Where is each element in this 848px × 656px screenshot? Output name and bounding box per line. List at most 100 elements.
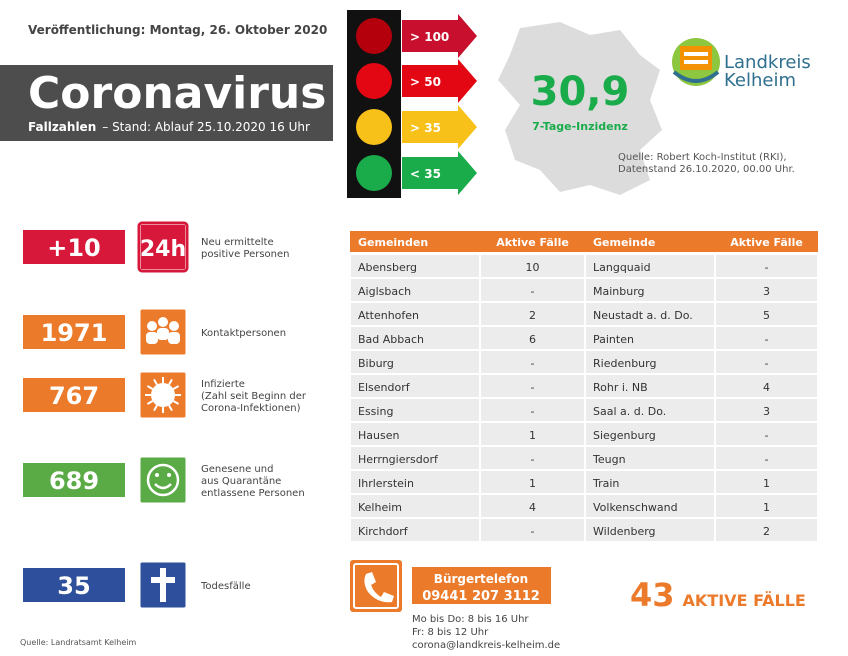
table-cell: 1: [763, 501, 770, 514]
cross: [160, 568, 166, 602]
table-cell: Kelheim: [358, 501, 402, 514]
table-cell-bg: [351, 495, 479, 517]
lamp: [356, 18, 392, 54]
table-cell: Rohr i. NB: [593, 381, 648, 394]
total-value: 43: [630, 576, 675, 614]
table-cell-bg: [586, 495, 714, 517]
table-cell-bg: [351, 279, 479, 301]
virus: [151, 383, 175, 407]
table-cell: 1: [529, 477, 536, 490]
stat-label: Kontaktpersonen: [201, 328, 286, 339]
table-cell-bg: [586, 327, 714, 349]
cross: [151, 577, 175, 583]
phone-box: [412, 567, 551, 604]
person: [169, 321, 179, 331]
lamp: [356, 109, 392, 145]
virus-spike: [146, 385, 154, 390]
table-cell-bg: [481, 447, 584, 469]
table-cell: Langquaid: [593, 261, 651, 274]
stat-value: +10: [47, 234, 101, 262]
stat-box: [23, 315, 125, 349]
virus-spike: [146, 400, 154, 405]
source-rki: Quelle: Robert Koch-Institut (RKI),: [618, 152, 787, 163]
table-cell: Essing: [358, 405, 393, 418]
incidence-value: 30,9: [531, 69, 630, 115]
stat-label: Todesfälle: [200, 581, 251, 592]
stat-label: Neu ermittelte: [201, 237, 274, 248]
table-cell: -: [531, 357, 535, 370]
table-cell: -: [765, 333, 769, 346]
table-cell: 2: [529, 309, 536, 322]
table-cell: Aiglsbach: [358, 285, 411, 298]
table-cell-bg: [481, 423, 584, 445]
virus-spike: [153, 404, 158, 412]
table-cell: Biburg: [358, 357, 394, 370]
virus-spike: [172, 400, 180, 405]
virus-spike: [168, 378, 173, 386]
table-cell: Saal a. d. Do.: [593, 405, 666, 418]
arrow: [402, 59, 477, 103]
stat-label: entlassene Personen: [201, 488, 305, 499]
table-cell-bg: [586, 423, 714, 445]
table-cell-bg: [716, 399, 817, 421]
source-rki: Datenstand 26.10.2020, 00.00 Uhr.: [618, 164, 795, 175]
table-cell-bg: [586, 351, 714, 373]
table-cell-bg: [716, 519, 817, 541]
stat-box: [23, 378, 125, 412]
arrow: [402, 14, 477, 58]
phone-handset: [364, 572, 394, 603]
phone-title: Bürgertelefon: [434, 572, 528, 586]
eye: [155, 473, 159, 477]
table-cell: Hausen: [358, 429, 399, 442]
table-cell: 5: [763, 309, 770, 322]
table-cell: 4: [529, 501, 536, 514]
table-cell-bg: [586, 399, 714, 421]
table-cell-bg: [716, 495, 817, 517]
table-cell: Elsendorf: [358, 381, 411, 394]
table-cell-bg: [481, 495, 584, 517]
table-cell: -: [531, 381, 535, 394]
table-cell-bg: [716, 255, 817, 277]
logo-icon: [672, 38, 720, 86]
stat-value: 1971: [41, 319, 108, 347]
incidence-label: 7-Tage-Inzidenz: [532, 120, 628, 133]
table-cell-bg: [716, 327, 817, 349]
stat-label: Infizierte: [201, 379, 245, 390]
table-cell-bg: [716, 423, 817, 445]
stat-label: positive Personen: [201, 249, 290, 260]
stat-box: [23, 568, 125, 602]
table-cell-bg: [716, 471, 817, 493]
table-cell: Attenhofen: [358, 309, 419, 322]
virus-spike: [168, 404, 173, 412]
smiley: [146, 463, 180, 497]
eye: [167, 473, 171, 477]
table-cell: Herrngiersdorf: [358, 453, 439, 466]
table-header-cell: Gemeinden: [358, 236, 428, 249]
table-cell: Neustadt a. d. Do.: [593, 309, 693, 322]
table-cell: Riedenburg: [593, 357, 656, 370]
table-cell: -: [765, 261, 769, 274]
table-cell-bg: [586, 303, 714, 325]
lamp: [356, 63, 392, 99]
stat-icon-inner: [141, 225, 185, 269]
subtitle: – Stand: Ablauf 25.10.2020 16 Uhr: [102, 120, 310, 134]
table-cell: -: [765, 453, 769, 466]
arrow: [402, 105, 477, 149]
stat-box: [23, 463, 125, 497]
table-cell-bg: [716, 447, 817, 469]
table-cell-bg: [481, 303, 584, 325]
threshold-label: < 35: [410, 167, 441, 181]
table-cell: 1: [763, 477, 770, 490]
threshold-label: > 50: [410, 75, 441, 89]
table-cell: Painten: [593, 333, 634, 346]
table-cell-bg: [481, 327, 584, 349]
table-cell: 6: [529, 333, 536, 346]
table-cell: 3: [763, 405, 770, 418]
table-cell-bg: [716, 351, 817, 373]
table-cell-bg: [351, 375, 479, 397]
table-cell-bg: [481, 519, 584, 541]
table-cell-bg: [586, 279, 714, 301]
table-header-cell: Aktive Fälle: [730, 236, 803, 249]
stat-value: 35: [57, 572, 90, 600]
table-cell-bg: [351, 255, 479, 277]
